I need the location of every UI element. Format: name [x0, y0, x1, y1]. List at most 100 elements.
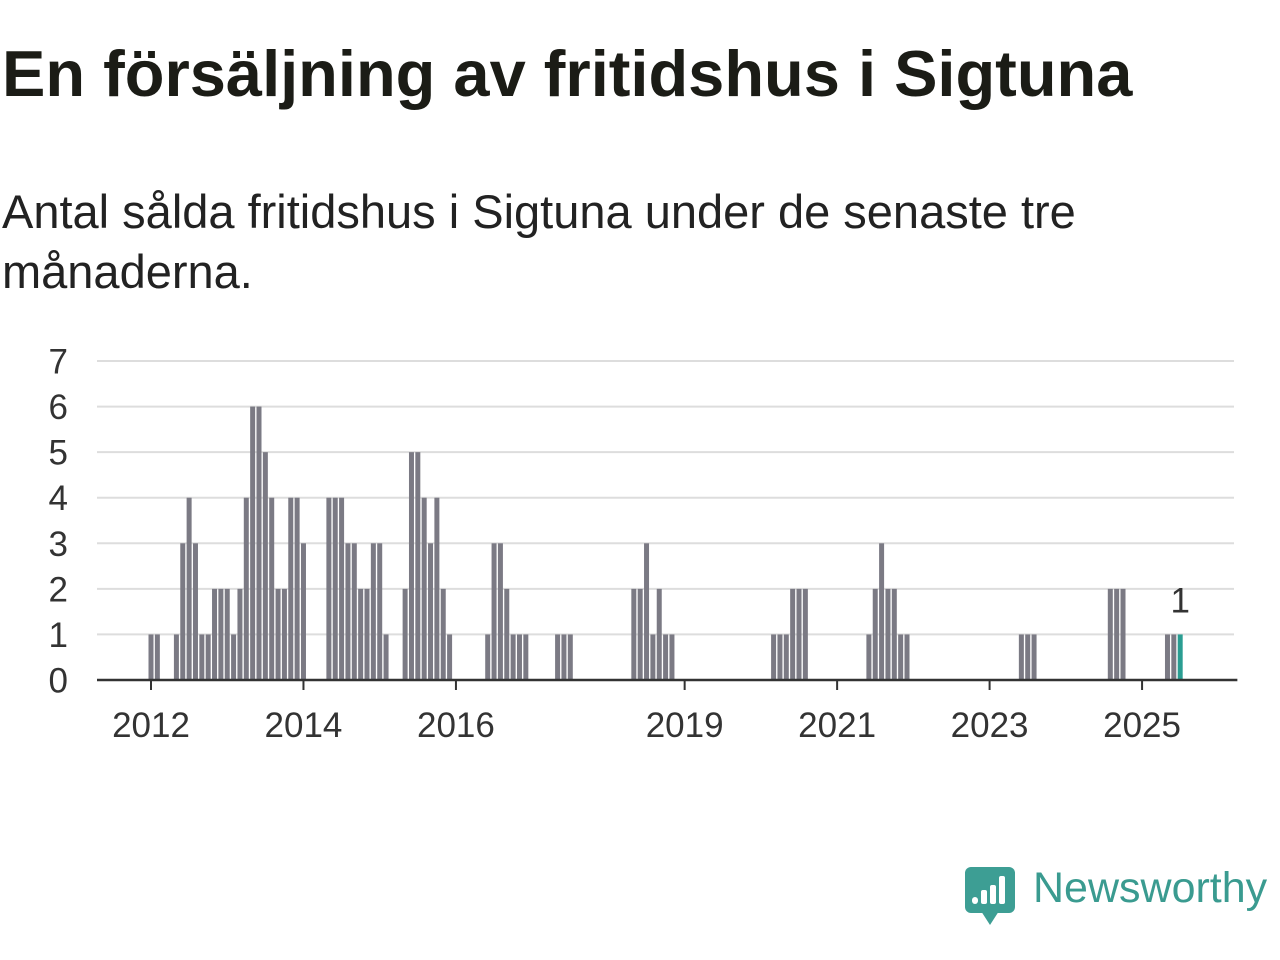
bar-2013-07: [262, 452, 268, 680]
bar-2014-01: [300, 543, 306, 680]
bar-2012-11: [212, 588, 218, 680]
bar-2012-08: [192, 543, 198, 680]
bar-2013-10: [281, 588, 287, 680]
bar-2024-10: [1120, 588, 1126, 680]
bar-2016-10: [510, 634, 516, 680]
bar-2016-07: [491, 543, 497, 680]
y-tick-label: 3: [49, 525, 68, 564]
x-tick-label: 2019: [646, 706, 724, 745]
bar-2024-09: [1114, 588, 1120, 680]
bar-2018-08: [650, 634, 656, 680]
bar-2017-05: [555, 634, 561, 680]
bar-2013-01: [224, 588, 230, 680]
bar-2013-02: [231, 634, 237, 680]
bar-2012-10: [205, 634, 211, 680]
newsworthy-chart-bubble-icon: [965, 867, 1015, 925]
bar-2013-09: [275, 588, 281, 680]
bar-2015-11: [440, 588, 446, 680]
x-tick-label: 2014: [265, 706, 343, 745]
bar-2013-06: [256, 406, 262, 680]
bar-2016-09: [504, 588, 510, 680]
bar-2023-08: [1031, 634, 1037, 680]
bar-2020-07: [796, 588, 802, 680]
bar-2015-06: [408, 452, 414, 680]
bar-2018-10: [663, 634, 669, 680]
bar-2015-10: [434, 497, 440, 680]
bar-2013-04: [243, 497, 249, 680]
chart-title: En försäljning av fritidshus i Sigtuna: [2, 37, 1133, 110]
bar-2023-07: [1025, 634, 1031, 680]
bar-2021-08: [879, 543, 885, 680]
bar-2013-11: [288, 497, 294, 680]
bar-2018-07: [644, 543, 650, 680]
bar-2020-04: [777, 634, 783, 680]
bar-2013-08: [269, 497, 275, 680]
bar-2014-12: [370, 543, 376, 680]
y-tick-label: 0: [49, 662, 68, 701]
bar-2014-07: [339, 497, 345, 680]
logo-text: Newsworthy: [1033, 864, 1268, 912]
x-axis: 2012 2014 2016 2019 2021 2023 2025: [97, 678, 1238, 745]
bar-2021-07: [872, 588, 878, 680]
bar-2021-06: [866, 634, 872, 680]
bar-2014-08: [345, 543, 351, 680]
bar-2020-08: [802, 588, 808, 680]
bar-2020-05: [783, 634, 789, 680]
bar-2020-03: [771, 634, 777, 680]
bar-2015-01: [377, 543, 383, 680]
y-tick-label: 1: [49, 616, 68, 655]
y-axis: 0 1 2 3 4 5 6 7: [49, 343, 68, 701]
bar-2012-01: [148, 634, 154, 680]
bar-2014-09: [351, 543, 357, 680]
bar-2018-11: [669, 634, 675, 680]
bar-2012-02: [154, 634, 160, 680]
bar-2020-06: [790, 588, 796, 680]
bar-2014-10: [358, 588, 364, 680]
x-tick-label: 2021: [798, 706, 876, 745]
bars: [148, 406, 1183, 680]
bar-2012-12: [218, 588, 224, 680]
bar-2015-08: [421, 497, 427, 680]
bar-2014-05: [326, 497, 332, 680]
bar-2015-02: [383, 634, 389, 680]
bar-2016-08: [497, 543, 503, 680]
bar-2013-05: [250, 406, 256, 680]
bar-2015-07: [415, 452, 421, 680]
bar-2023-06: [1018, 634, 1024, 680]
bar-2017-07: [567, 634, 573, 680]
bar-2021-11: [898, 634, 904, 680]
x-tick-label: 2016: [417, 706, 495, 745]
bar-2016-06: [485, 634, 491, 680]
x-tick-label: 2025: [1103, 706, 1181, 745]
bar-2021-12: [904, 634, 910, 680]
bar-2025-06: [1171, 634, 1177, 680]
bar-2012-06: [180, 543, 186, 680]
bar-2018-09: [656, 588, 662, 680]
bar-2012-09: [199, 634, 205, 680]
bar-2015-09: [428, 543, 434, 680]
bar-2017-06: [561, 634, 567, 680]
bar-2014-11: [364, 588, 370, 680]
x-tick-label: 2023: [951, 706, 1029, 745]
y-tick-label: 4: [49, 479, 68, 518]
bar-2015-12: [447, 634, 453, 680]
bar-2016-12: [523, 634, 529, 680]
newsworthy-logo: Newsworthy: [964, 862, 1274, 926]
bar-2015-05: [402, 588, 408, 680]
bar-2013-03: [237, 588, 243, 680]
bar-2016-11: [516, 634, 522, 680]
bar-2018-06: [637, 588, 643, 680]
bar-2018-05: [631, 588, 637, 680]
y-tick-label: 7: [49, 343, 68, 382]
bar-2025-05: [1164, 634, 1170, 680]
bar-2014-06: [332, 497, 338, 680]
bar-2012-07: [186, 497, 192, 680]
bar-2021-09: [885, 588, 891, 680]
highlight-value-label: 1: [1170, 581, 1189, 620]
bar-2024-08: [1107, 588, 1113, 680]
x-tick-label: 2012: [112, 706, 190, 745]
y-tick-label: 6: [49, 388, 68, 427]
y-tick-label: 5: [49, 434, 68, 473]
bar-2021-10: [891, 588, 897, 680]
bar-chart: 0 1 2 3 4 5 6 7 2012 2014 2016 2019 2021 2023 2025 1: [49, 343, 1238, 745]
